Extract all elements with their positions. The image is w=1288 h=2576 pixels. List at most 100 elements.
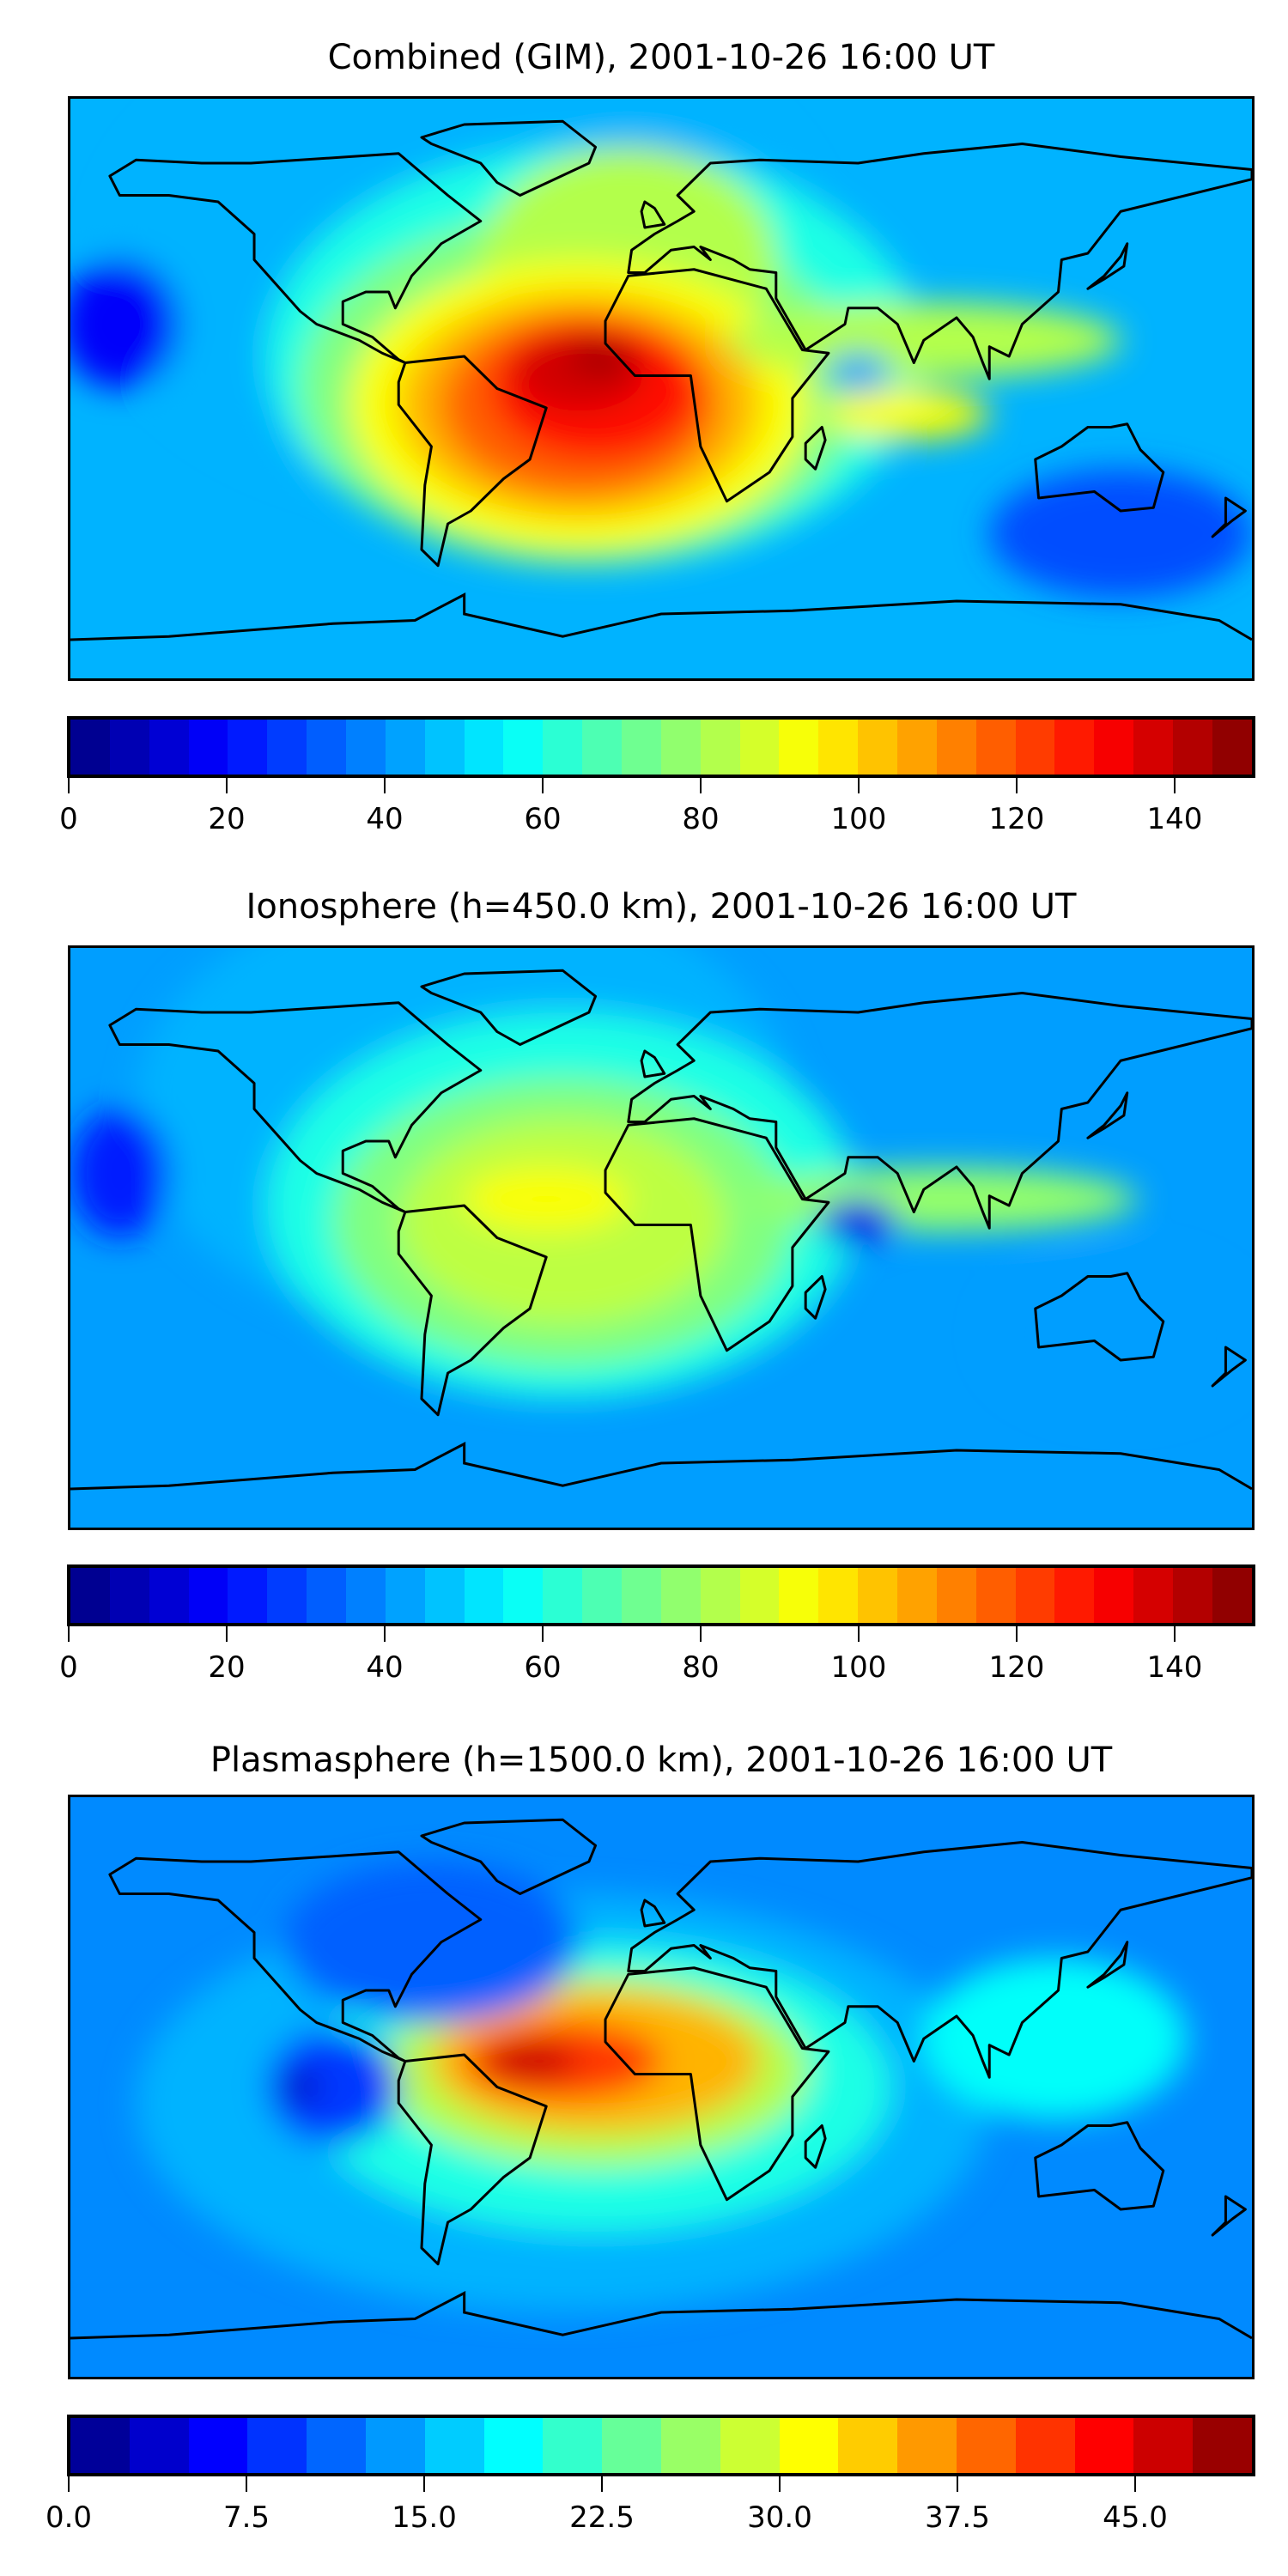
coastline-madagascar bbox=[805, 428, 825, 470]
colorbar-tick-label: 15.0 bbox=[392, 2500, 457, 2535]
coastline-north-america bbox=[110, 1852, 481, 2062]
colorbar-bin bbox=[307, 1568, 347, 1623]
colorbar-tick bbox=[858, 1626, 860, 1642]
colorbar-tick-label: 80 bbox=[682, 1650, 720, 1685]
colorbar-bin bbox=[70, 2418, 130, 2473]
colorbar-tick bbox=[246, 2476, 247, 2492]
coastline-africa bbox=[605, 1968, 829, 2200]
colorbar-tick-label: 100 bbox=[830, 1650, 887, 1685]
coastline-japan bbox=[1088, 1942, 1127, 1988]
map-plasmasphere bbox=[68, 1795, 1255, 2379]
colorbar-ionosphere bbox=[67, 1564, 1255, 1626]
coastline-madagascar bbox=[805, 1277, 825, 1319]
colorbar-bin bbox=[779, 720, 819, 775]
coastline-greenland bbox=[422, 1820, 596, 1893]
colorbar-bin bbox=[700, 1568, 740, 1623]
field-region bbox=[825, 388, 990, 440]
colorbar-bin bbox=[385, 1568, 425, 1623]
colorbar-tick bbox=[1016, 778, 1018, 793]
colorbar-bin bbox=[307, 720, 347, 775]
field-region bbox=[464, 1167, 629, 1231]
colorbar-bin bbox=[188, 720, 228, 775]
colorbar-bin bbox=[365, 2418, 425, 2473]
field-region bbox=[825, 353, 891, 392]
colorbar-tick-label: 20 bbox=[208, 802, 246, 836]
coastline-antarctica bbox=[70, 1444, 1252, 1490]
coastline-new-zealand bbox=[1212, 2196, 1245, 2235]
colorbar-bin bbox=[267, 720, 307, 775]
coastline-uk bbox=[641, 1051, 665, 1077]
colorbar-bin bbox=[1015, 1568, 1055, 1623]
colorbar-bin bbox=[975, 1568, 1016, 1623]
field-region bbox=[267, 2029, 399, 2145]
colorbar-tick bbox=[779, 2476, 781, 2492]
colorbar-tick-label: 60 bbox=[524, 1650, 562, 1685]
field-region bbox=[70, 259, 179, 389]
colorbar-tick bbox=[226, 1626, 228, 1642]
colorbar-bin bbox=[975, 720, 1016, 775]
colorbar-bin bbox=[622, 1568, 661, 1623]
colorbar-tick-label: 40 bbox=[366, 1650, 404, 1685]
colorbar-tick bbox=[384, 1626, 386, 1642]
coastline-antarctica bbox=[70, 2293, 1252, 2339]
coastline-new-zealand bbox=[1212, 1347, 1245, 1386]
field-region bbox=[923, 1958, 1187, 2119]
colorbar-bin bbox=[228, 1568, 268, 1623]
colorbar-bin bbox=[70, 720, 110, 775]
coastline-eurasia bbox=[629, 144, 1252, 380]
colorbar-tick bbox=[1134, 2476, 1136, 2492]
coastline-japan bbox=[1088, 1093, 1127, 1139]
colorbar-tick bbox=[226, 778, 228, 793]
colorbar-bin bbox=[660, 2418, 720, 2473]
colorbar-tick bbox=[700, 1626, 702, 1642]
colorbar-tick bbox=[68, 2476, 70, 2492]
map-ionosphere bbox=[68, 945, 1255, 1530]
coastline-north-america bbox=[110, 1003, 481, 1212]
colorbar-tick bbox=[1016, 1626, 1018, 1642]
colorbar-bin bbox=[660, 1568, 701, 1623]
colorbar-plasmasphere bbox=[67, 2415, 1255, 2476]
colorbar-bin bbox=[543, 2418, 603, 2473]
colorbar-bin bbox=[700, 720, 740, 775]
coastline-australia bbox=[1036, 2123, 1163, 2209]
colorbar-tick bbox=[68, 778, 70, 793]
colorbar-bin bbox=[109, 1568, 149, 1623]
colorbar-tick bbox=[1174, 778, 1176, 793]
colorbar-bin bbox=[483, 2418, 544, 2473]
colorbar-bin bbox=[897, 1568, 937, 1623]
colorbar-bin bbox=[188, 2418, 248, 2473]
colorbar-bin bbox=[188, 1568, 228, 1623]
colorbar-bin bbox=[228, 720, 268, 775]
colorbar-bin bbox=[1015, 2418, 1075, 2473]
colorbar-tick-label: 0 bbox=[59, 1650, 78, 1685]
coastline-south-america bbox=[398, 1206, 546, 1415]
colorbar-tick bbox=[423, 2476, 425, 2492]
colorbar-bin bbox=[936, 720, 976, 775]
colorbar-bin bbox=[1074, 2418, 1134, 2473]
colorbar-bin bbox=[858, 1568, 898, 1623]
colorbar-bin bbox=[149, 720, 189, 775]
colorbar-tick-label: 60 bbox=[524, 802, 562, 836]
field-region bbox=[70, 1109, 169, 1238]
colorbar-ticks-combined: 0 20 40 60 80 100 120 140 bbox=[59, 778, 1254, 847]
colorbar-tick-label: 20 bbox=[208, 1650, 246, 1685]
colorbar-bin bbox=[503, 720, 544, 775]
colorbar-bin bbox=[1193, 2418, 1252, 2473]
colorbar-tick-label: 45.0 bbox=[1103, 2500, 1168, 2535]
colorbar-bin bbox=[464, 1568, 504, 1623]
colorbar-bin bbox=[602, 2418, 661, 2473]
colorbar-bin bbox=[109, 720, 149, 775]
colorbar-tick bbox=[384, 778, 386, 793]
colorbar-tick-label: 0.0 bbox=[45, 2500, 93, 2535]
coastline-greenland bbox=[422, 121, 596, 195]
colorbar-bin bbox=[1015, 720, 1055, 775]
colorbar-bin bbox=[897, 2418, 957, 2473]
colorbar-tick bbox=[542, 778, 544, 793]
coastline-south-america bbox=[398, 2055, 546, 2264]
field-region bbox=[283, 1862, 580, 2023]
colorbar-bin bbox=[1133, 1568, 1174, 1623]
colorbar-bin bbox=[464, 720, 504, 775]
colorbar-bin bbox=[267, 1568, 307, 1623]
colorbar-tick-label: 140 bbox=[1146, 802, 1203, 836]
